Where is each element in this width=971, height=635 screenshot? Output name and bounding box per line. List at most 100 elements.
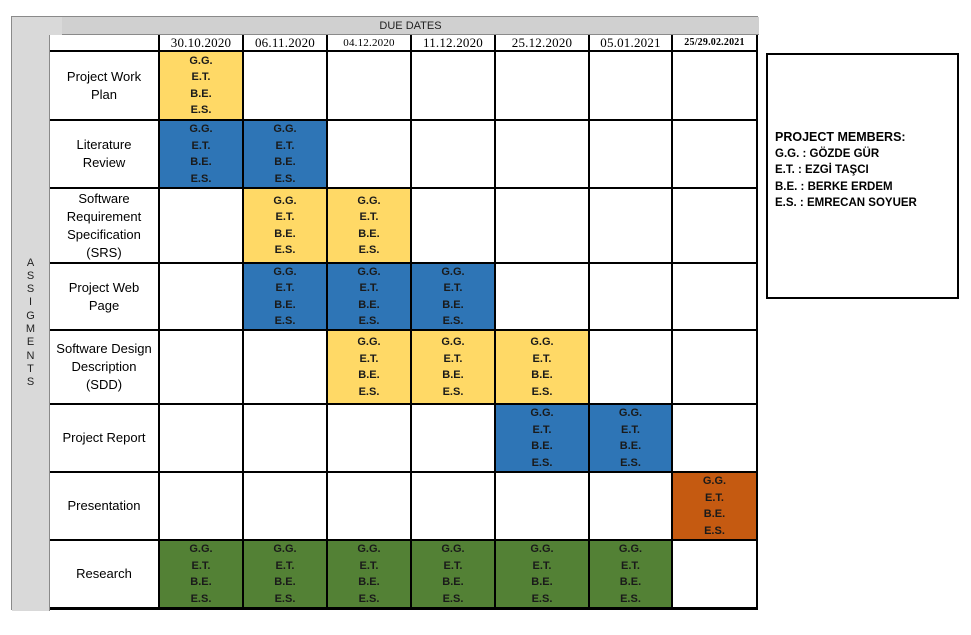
side-letter: G — [26, 309, 35, 322]
member-initials: G.G. E.T. B.E. E.S. — [273, 193, 296, 259]
member-initial: B.E. — [274, 576, 296, 588]
member-initial: B.E. — [358, 298, 380, 311]
member-initial: G.G. — [273, 123, 297, 135]
assignment-cell: G.G. E.T. B.E. E.S. — [328, 264, 412, 331]
member-initial: E.S. — [531, 385, 553, 398]
empty-cell — [496, 52, 590, 121]
member-initial: E.T. — [705, 491, 724, 504]
empty-cell — [160, 405, 244, 473]
member-initial: E.T. — [359, 282, 379, 294]
member-initial: G.G. — [530, 336, 554, 348]
empty-cell — [244, 331, 328, 405]
member-initial: G.G. — [189, 543, 213, 555]
legend-line: G.G. : GÖZDE GÜR — [775, 147, 880, 160]
member-initial: E.T. — [621, 559, 640, 572]
member-initial: B.E. — [442, 576, 464, 588]
empty-cell — [244, 473, 328, 541]
member-initial: E.S. — [620, 592, 641, 605]
row-label: Literature Review — [50, 121, 160, 189]
legend-line: B.E. : BERKE ERDEM — [775, 180, 893, 193]
row-label: Project Work Plan — [50, 52, 160, 121]
member-initial: E.S. — [190, 592, 212, 605]
side-letter: I — [28, 296, 33, 309]
member-initial: G.G. — [441, 265, 465, 278]
empty-cell — [244, 405, 328, 473]
member-initial: B.E. — [442, 369, 464, 381]
assignment-cell: G.G. E.T. B.E. E.S. — [244, 264, 328, 331]
row-label: Presentation — [50, 473, 160, 541]
member-initial: E.T. — [275, 211, 295, 223]
member-initials: G.G. E.T. B.E. E.S. — [530, 405, 553, 471]
member-initial: E.S. — [442, 385, 464, 398]
member-initial: E.S. — [274, 244, 296, 256]
member-initial: G.G. — [273, 194, 297, 207]
member-initial: B.E. — [619, 440, 642, 452]
corner-cell — [50, 35, 160, 52]
member-initial: G.G. — [441, 336, 465, 348]
date-header: 06.11.2020 — [244, 35, 328, 52]
date-header: 25/29.02.2021 — [673, 35, 758, 52]
empty-cell — [412, 189, 496, 264]
empty-cell — [160, 473, 244, 541]
member-initial: B.E. — [358, 369, 380, 381]
member-initial: G.G. — [189, 123, 213, 135]
date-header: 05.01.2021 — [590, 35, 673, 52]
assignment-cell: G.G. E.T. B.E. E.S. — [328, 541, 412, 609]
empty-cell — [590, 473, 673, 541]
legend-title: PROJECT MEMBERS: — [775, 130, 906, 144]
empty-cell — [496, 121, 590, 189]
assignment-cell: G.G. E.T. B.E. E.S. — [412, 264, 496, 331]
empty-cell — [160, 264, 244, 331]
empty-cell — [412, 405, 496, 473]
row-label: Software Requirement Specification (SRS) — [50, 189, 160, 264]
member-initials: G.G. E.T. B.E. E.S. — [619, 541, 642, 607]
empty-cell — [328, 473, 412, 541]
member-initial: G.G. — [357, 336, 381, 348]
empty-cell — [590, 52, 673, 121]
empty-cell — [496, 473, 590, 541]
row-label: Software Design Description (SDD) — [50, 331, 160, 405]
member-initial: G.G. — [530, 543, 554, 555]
member-initial: G.G. — [618, 543, 643, 555]
empty-cell — [412, 121, 496, 189]
member-initials: G.G. E.T. B.E. E.S. — [441, 541, 464, 607]
member-initials: G.G. E.T. B.E. E.S. — [441, 334, 464, 400]
assignment-cell: G.G. E.T. B.E. E.S. — [244, 541, 328, 609]
date-header: 25.12.2020 — [496, 35, 590, 52]
date-header: 30.10.2020 — [160, 35, 244, 52]
member-initial: E.T. — [275, 282, 295, 294]
member-initials: G.G. E.T. B.E. E.S. — [357, 541, 380, 607]
member-initial: E.S. — [358, 592, 380, 605]
member-initial: E.S. — [190, 104, 212, 116]
member-initial: E.S. — [358, 385, 380, 398]
assignment-cell: G.G. E.T. B.E. E.S. — [496, 405, 590, 473]
member-initials: G.G. E.T. B.E. E.S. — [357, 334, 380, 400]
legend-line: E.S. : EMRECAN SOYUER — [775, 197, 917, 209]
member-initial: B.E. — [274, 156, 296, 168]
member-initial: E.S. — [620, 456, 641, 469]
member-initial: G.G. — [357, 194, 381, 207]
member-initial: B.E. — [531, 576, 553, 588]
member-initial: B.E. — [531, 440, 553, 452]
assignment-cell: G.G. E.T. B.E. E.S. — [590, 541, 673, 609]
member-initial: G.G. — [357, 543, 381, 555]
member-initial: E.T. — [443, 282, 463, 294]
project-members-legend: PROJECT MEMBERS: G.G. : GÖZDE GÜR E.T. :… — [766, 53, 959, 299]
member-initial: E.T. — [443, 559, 463, 572]
member-initial: E.T. — [359, 211, 379, 223]
assignment-cell: G.G. E.T. B.E. E.S. — [244, 121, 328, 189]
assignment-cell: G.G. E.T. B.E. E.S. — [160, 121, 244, 189]
member-initial: E.T. — [191, 71, 211, 83]
member-initial: B.E. — [442, 298, 464, 311]
empty-cell — [328, 405, 412, 473]
assignment-cell: G.G. E.T. B.E. E.S. — [590, 405, 673, 473]
assignment-cell: G.G. E.T. B.E. E.S. — [160, 541, 244, 609]
member-initial: E.T. — [275, 139, 295, 152]
member-initial: E.S. — [190, 172, 212, 185]
empty-cell — [496, 264, 590, 331]
member-initial: E.T. — [191, 559, 211, 572]
member-initial: B.E. — [358, 576, 380, 588]
member-initials: G.G. E.T. B.E. E.S. — [189, 121, 212, 187]
empty-cell — [673, 264, 758, 331]
